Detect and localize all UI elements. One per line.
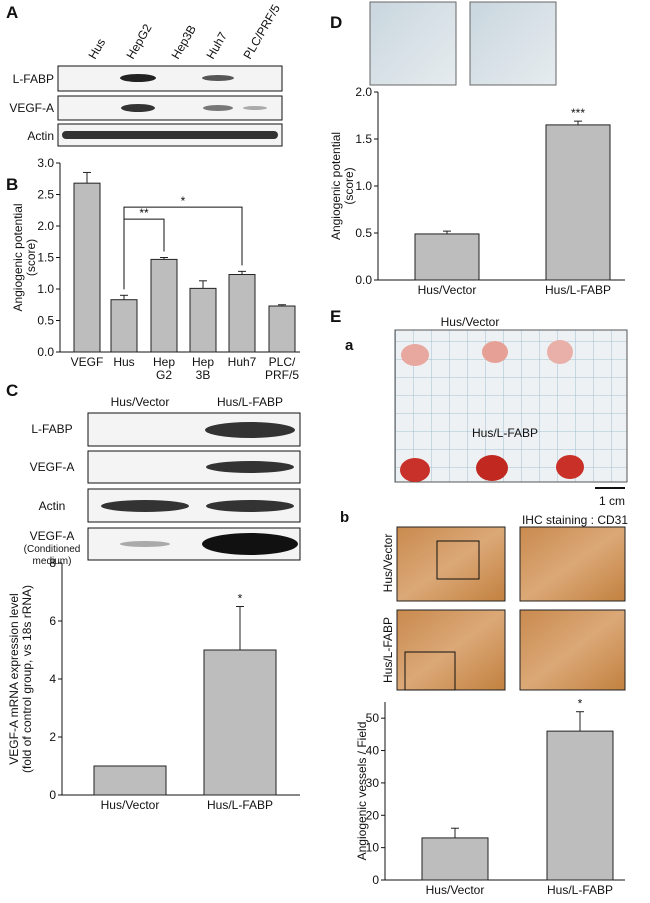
significance-bracket bbox=[123, 206, 243, 290]
x-tick-label: Huh7 bbox=[228, 355, 257, 369]
bar bbox=[545, 124, 611, 281]
panel-label: D bbox=[330, 13, 342, 32]
significance: * bbox=[238, 592, 243, 606]
row-label: Actin bbox=[27, 129, 54, 143]
photo-label: Hus/L-FABP bbox=[472, 426, 538, 440]
lane-label: Hus/Vector bbox=[111, 395, 170, 409]
y-axis-label: VEGF-A mRNA expression level(fold of con… bbox=[7, 585, 34, 773]
significance: *** bbox=[571, 106, 585, 120]
lane-label: Hus/L-FABP bbox=[217, 395, 283, 409]
panel-label: A bbox=[6, 3, 18, 22]
bar bbox=[414, 233, 480, 281]
bar bbox=[73, 182, 101, 353]
ihc-title: IHC staining : CD31 bbox=[522, 513, 628, 527]
row-label: VEGF-A bbox=[9, 101, 54, 115]
y-tick-label: 40 bbox=[366, 744, 380, 758]
row-label: Actin bbox=[39, 499, 66, 513]
blot-a bbox=[57, 65, 283, 147]
panel-label: E bbox=[330, 307, 341, 326]
lane-label: Hep3B bbox=[168, 23, 198, 62]
ihc-row-label: Hus/Vector bbox=[381, 534, 395, 593]
y-tick-label: 8 bbox=[49, 556, 56, 570]
y-tick-label: 1.0 bbox=[37, 282, 54, 296]
bar bbox=[268, 305, 296, 353]
y-axis-label: Angiogenic potential(score) bbox=[329, 132, 356, 240]
bar bbox=[93, 765, 167, 796]
lane-label: PLC/PRF/5 bbox=[240, 2, 283, 62]
y-tick-label: 0.5 bbox=[355, 226, 372, 240]
bar bbox=[203, 649, 277, 796]
y-tick-label: 10 bbox=[366, 841, 380, 855]
x-tick-label: Hep 3B bbox=[192, 355, 214, 382]
y-tick-label: 0 bbox=[49, 788, 56, 802]
panel-label: C bbox=[6, 381, 18, 400]
y-tick-label: 3.0 bbox=[37, 156, 54, 170]
x-tick-label: Hus bbox=[113, 355, 134, 369]
bar bbox=[150, 258, 178, 353]
lane-label: Huh7 bbox=[203, 29, 230, 61]
significance: ** bbox=[139, 206, 149, 220]
y-tick-label: 1.0 bbox=[355, 179, 372, 193]
bar bbox=[110, 299, 138, 353]
y-tick-label: 50 bbox=[366, 711, 380, 725]
y-tick-label: 1.5 bbox=[355, 132, 372, 146]
bar bbox=[189, 287, 217, 353]
photo bbox=[469, 1, 557, 86]
ihc-row-label: Hus/L-FABP bbox=[381, 617, 395, 683]
panel-label: b bbox=[340, 509, 349, 526]
y-tick-label: 2.0 bbox=[37, 219, 54, 233]
row-label: L-FABP bbox=[31, 422, 72, 436]
y-tick-label: 0.5 bbox=[37, 314, 54, 328]
x-tick-label: Hep G2 bbox=[153, 355, 175, 382]
y-tick-label: 0.0 bbox=[37, 345, 54, 359]
row-label: VEGF-A bbox=[30, 460, 75, 474]
lane-label: Hus bbox=[85, 36, 108, 61]
y-axis-label: Angiogenic vessels / Field bbox=[355, 722, 369, 861]
y-tick-label: 30 bbox=[366, 776, 380, 790]
x-tick-label: Hus/Vector bbox=[418, 283, 477, 297]
y-tick-label: 2.5 bbox=[37, 188, 54, 202]
x-tick-label: PLC/PRF/5 bbox=[265, 355, 299, 382]
y-tick-label: 6 bbox=[49, 614, 56, 628]
x-tick-label: Hus/Vector bbox=[101, 798, 160, 812]
bar bbox=[546, 730, 614, 881]
significance: * bbox=[578, 697, 583, 711]
y-tick-label: 0.0 bbox=[355, 273, 372, 287]
x-tick-label: Hus/Vector bbox=[426, 883, 485, 897]
y-tick-label: 4 bbox=[49, 672, 56, 686]
photo bbox=[369, 1, 457, 86]
ihc-images bbox=[396, 526, 626, 691]
panel-label: B bbox=[6, 175, 18, 194]
row-label: L-FABP bbox=[13, 72, 54, 86]
x-tick-label: VEGF bbox=[71, 355, 104, 369]
y-axis-label: Angiogenic potential(score) bbox=[11, 203, 38, 311]
blot-c bbox=[87, 412, 301, 561]
bar bbox=[228, 274, 256, 353]
y-tick-label: 0 bbox=[372, 873, 379, 887]
y-tick-label: 1.5 bbox=[37, 251, 54, 265]
row-label: VEGF-A (Conditioned medium) bbox=[24, 529, 81, 567]
x-tick-label: Hus/L-FABP bbox=[207, 798, 273, 812]
y-tick-label: 2.0 bbox=[355, 85, 372, 99]
y-tick-label: 2 bbox=[49, 730, 56, 744]
tumor-photo bbox=[394, 329, 628, 489]
lane-label: HepG2 bbox=[123, 21, 154, 61]
bar bbox=[421, 837, 489, 881]
x-tick-label: Hus/L-FABP bbox=[545, 283, 611, 297]
panel-label: a bbox=[345, 337, 354, 354]
x-tick-label: Hus/L-FABP bbox=[547, 883, 613, 897]
photo-label: Hus/Vector bbox=[441, 315, 500, 329]
scale-label: 1 cm bbox=[599, 494, 625, 508]
y-tick-label: 20 bbox=[366, 808, 380, 822]
significance: * bbox=[181, 194, 186, 208]
